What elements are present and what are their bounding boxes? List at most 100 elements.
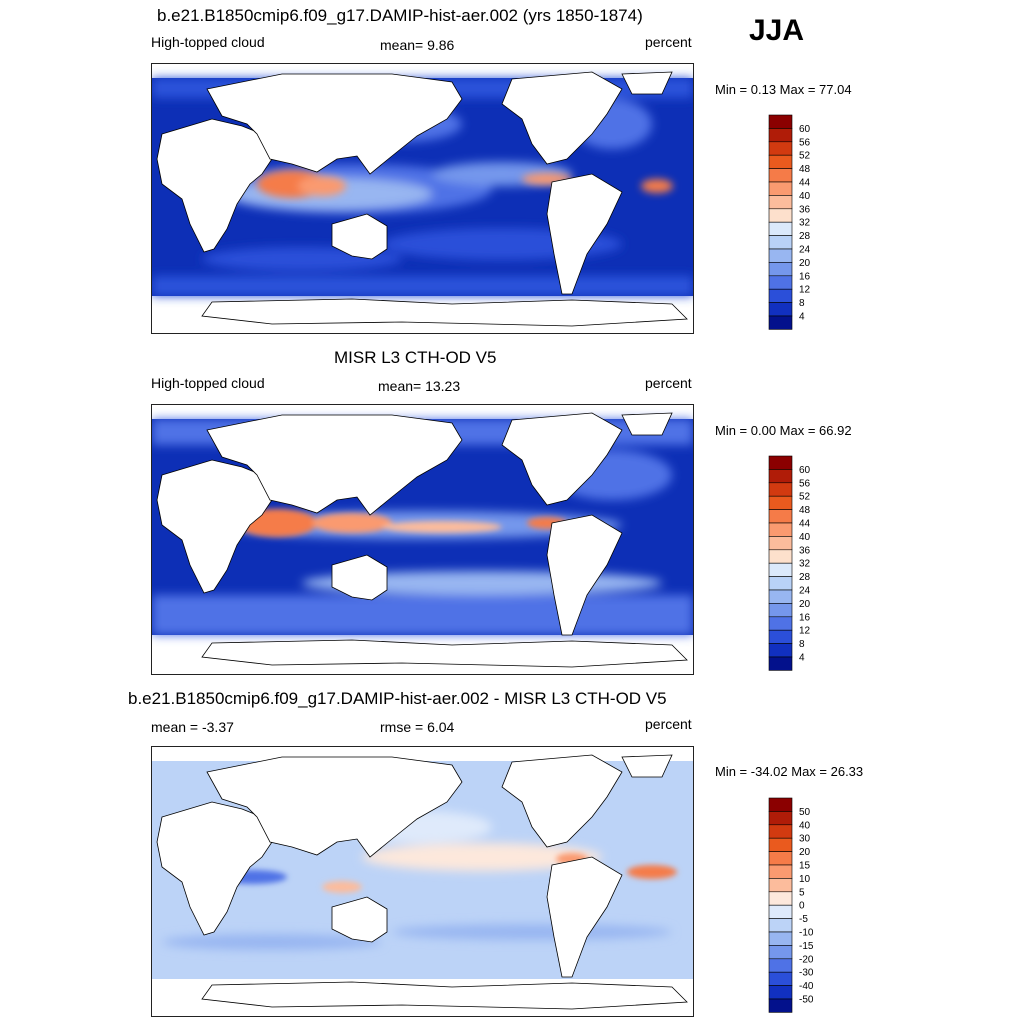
colorbar-swatch: [768, 971, 793, 986]
continents: [156, 754, 688, 1010]
colorbar-swatch: [768, 315, 793, 330]
colorbar-tick-label: -15: [799, 941, 814, 952]
colorbar-tick-label: 28: [799, 572, 811, 583]
colorbar-tick-label: 16: [799, 612, 811, 623]
colorbar-swatch: [768, 221, 793, 236]
panel-2-mean-label: mean= 13.23: [378, 378, 461, 394]
colorbar-tick-label: 4: [799, 653, 805, 664]
colorbar-swatch: [768, 891, 793, 906]
colorbar-panel-3: 50 40 30 20 15 10 5 0 -5 -10 -15 -20 -30 -40 -50: [768, 797, 828, 1019]
colorbar-tick-label: 56: [799, 478, 811, 489]
colorbar-swatch: [768, 522, 793, 537]
colorbar-tick-label: 8: [799, 639, 805, 650]
colorbar-swatch: [768, 904, 793, 919]
colorbar-tick-label: 40: [799, 191, 811, 202]
colorbar-tick-label: 60: [799, 124, 811, 135]
colorbar-swatch: [768, 262, 793, 277]
panel-1-map: [151, 63, 694, 334]
colorbar-swatch: [768, 918, 793, 933]
colorbar-swatch: [768, 509, 793, 524]
colorbar-swatch: [768, 851, 793, 866]
colorbar-tick-label: 20: [799, 258, 811, 269]
colorbar-tick-label: 48: [799, 505, 811, 516]
colorbar-swatch: [768, 536, 793, 551]
colorbar-tick-label: 32: [799, 559, 811, 570]
colorbar-tick-label: 44: [799, 519, 811, 530]
colorbar-swatch: [768, 797, 793, 812]
colorbar-tick-label: 44: [799, 178, 811, 189]
colorbar-swatch: [768, 931, 793, 946]
colorbar-swatch: [768, 195, 793, 210]
panel-1-minmax: Min = 0.13 Max = 77.04: [715, 82, 852, 97]
colorbar-tick-label: 40: [799, 532, 811, 543]
colorbar-tick-label: -20: [799, 954, 814, 965]
colorbar-svg: 60 56 52 48 44 40 36 32 28 24 20 16 12 8 4: [768, 114, 811, 330]
colorbar-swatch: [768, 945, 793, 960]
colorbar-swatch: [768, 589, 793, 604]
colorbar-tick-label: 0: [799, 901, 805, 912]
colorbar-swatch: [768, 562, 793, 577]
colorbar-swatch: [768, 878, 793, 893]
colorbar-swatch: [768, 603, 793, 618]
colorbar-swatch: [768, 455, 793, 470]
colorbar-tick-label: 36: [799, 545, 811, 556]
colorbar-swatch: [768, 985, 793, 1000]
colorbar-swatch: [768, 235, 793, 250]
colorbar-swatch: [768, 576, 793, 591]
colorbar-tick-label: 40: [799, 820, 811, 831]
colorbar-swatch: [768, 208, 793, 223]
panel-1-units-label: percent: [645, 34, 692, 50]
panel-1-mean-label: mean= 9.86: [380, 37, 455, 53]
panel-2-left-label: High-topped cloud: [151, 375, 265, 391]
colorbar-svg: 60 56 52 48 44 40 36 32 28 24 20 16 12 8 4: [768, 455, 811, 671]
colorbar-tick-label: 60: [799, 465, 811, 476]
colorbar-swatch: [768, 482, 793, 497]
colorbar-swatch: [768, 811, 793, 826]
colorbar-tick-label: 20: [799, 599, 811, 610]
colorbar-panel-2: 60 56 52 48 44 40 36 32 28 24 20 16 12 8 4: [768, 455, 828, 677]
colorbar-swatch: [768, 181, 793, 196]
colorbar-tick-label: 4: [799, 312, 805, 323]
colorbar-swatch: [768, 824, 793, 839]
colorbar-swatch: [768, 958, 793, 973]
colorbar-tick-label: 5: [799, 887, 805, 898]
panel-3-minmax: Min = -34.02 Max = 26.33: [715, 764, 864, 779]
panel-1-left-label: High-topped cloud: [151, 34, 265, 50]
colorbar-tick-label: -10: [799, 928, 814, 939]
colorbar-swatch: [768, 643, 793, 658]
panel-3-title: b.e21.B1850cmip6.f09_g17.DAMIP-hist-aer.…: [128, 689, 667, 708]
colorbar-tick-label: -50: [799, 995, 814, 1006]
colorbar-swatch: [768, 998, 793, 1013]
colorbar-tick-label: 10: [799, 874, 811, 885]
colorbar-swatch: [768, 141, 793, 156]
continents: [156, 71, 688, 327]
colorbar-tick-label: 12: [799, 626, 811, 637]
colorbar-tick-label: 52: [799, 151, 811, 162]
colorbar-swatch: [768, 616, 793, 631]
colorbar-tick-label: 16: [799, 271, 811, 282]
colorbar-tick-label: 24: [799, 245, 811, 256]
panel-3-rmse-label: rmse = 6.04: [380, 719, 455, 735]
season-label: JJA: [749, 14, 805, 47]
panel-2-title: MISR L3 CTH-OD V5: [334, 348, 497, 367]
colorbar-swatch: [768, 629, 793, 644]
panel-3-units-label: percent: [645, 716, 692, 732]
colorbar-tick-label: 56: [799, 137, 811, 148]
colorbar-swatch: [768, 656, 793, 671]
colorbar-tick-label: -30: [799, 968, 814, 979]
colorbar-tick-label: 32: [799, 218, 811, 229]
panel-2-minmax: Min = 0.00 Max = 66.92: [715, 423, 852, 438]
colorbar-swatch: [768, 128, 793, 143]
colorbar-tick-label: 50: [799, 807, 811, 818]
colorbar-swatch: [768, 495, 793, 510]
panel-2-units-label: percent: [645, 375, 692, 391]
colorbar-swatch: [768, 837, 793, 852]
colorbar-tick-label: 48: [799, 164, 811, 175]
colorbar-tick-label: 28: [799, 231, 811, 242]
continents: [156, 412, 688, 668]
colorbar-tick-label: 36: [799, 204, 811, 215]
colorbar-swatch: [768, 469, 793, 484]
colorbar-tick-label: 20: [799, 847, 811, 858]
colorbar-swatch: [768, 288, 793, 303]
panel-3-mean-label: mean = -3.37: [151, 719, 234, 735]
